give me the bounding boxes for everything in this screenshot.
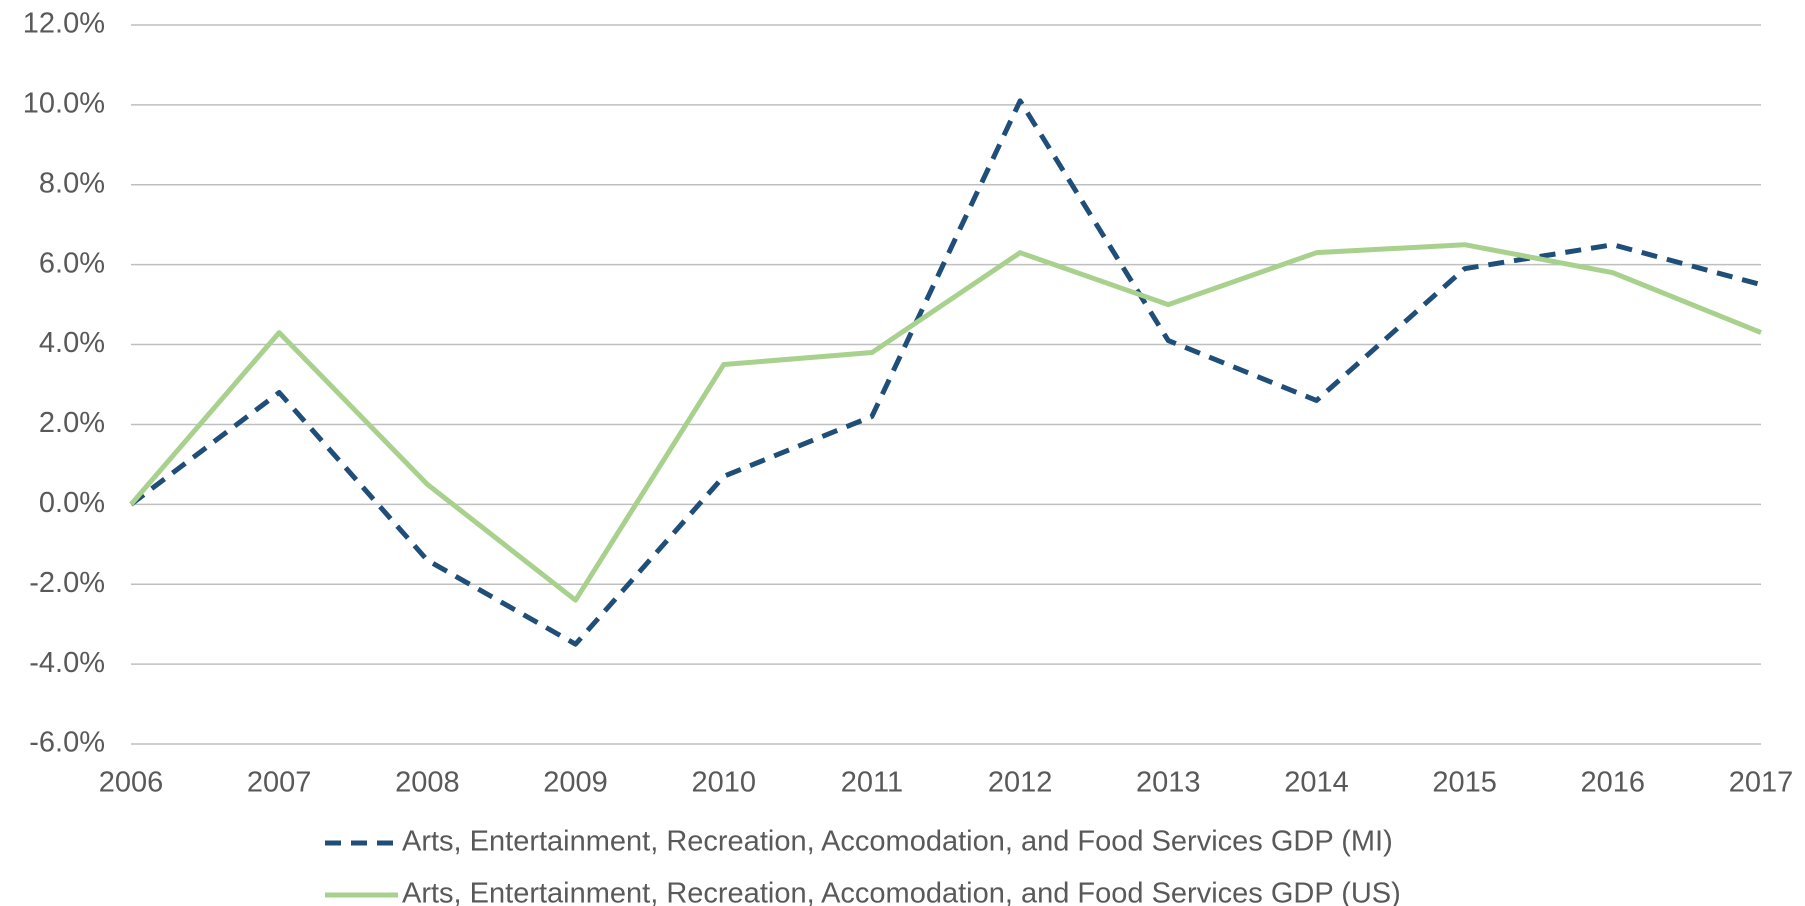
x-tick-label: 2016: [1581, 767, 1646, 799]
y-tick-label: 8.0%: [39, 167, 105, 199]
y-tick-label: 6.0%: [39, 247, 105, 279]
legend-label: Arts, Entertainment, Recreation, Accomod…: [402, 826, 1393, 858]
x-tick-label: 2008: [395, 767, 460, 799]
legend-label: Arts, Entertainment, Recreation, Accomod…: [402, 878, 1401, 906]
x-tick-label: 2014: [1284, 767, 1349, 799]
x-tick-label: 2007: [247, 767, 312, 799]
y-tick-label: 0.0%: [39, 487, 105, 519]
y-tick-label: -2.0%: [29, 567, 105, 599]
x-tick-label: 2006: [99, 767, 164, 799]
x-tick-label: 2009: [543, 767, 608, 799]
y-tick-label: -6.0%: [29, 727, 105, 759]
series-line: [129, 98, 1762, 647]
y-tick-label: 10.0%: [23, 88, 105, 120]
series-line: [129, 242, 1762, 603]
y-tick-label: 4.0%: [39, 327, 105, 359]
x-tick-label: 2015: [1432, 767, 1497, 799]
x-tick-label: 2013: [1136, 767, 1201, 799]
y-tick-label: -4.0%: [29, 647, 105, 679]
x-tick-label: 2012: [988, 767, 1053, 799]
y-tick-label: 12.0%: [23, 8, 105, 40]
x-tick-label: 2017: [1729, 767, 1794, 799]
x-tick-label: 2010: [691, 767, 756, 799]
x-tick-label: 2011: [841, 767, 903, 799]
y-tick-label: 2.0%: [39, 407, 105, 439]
